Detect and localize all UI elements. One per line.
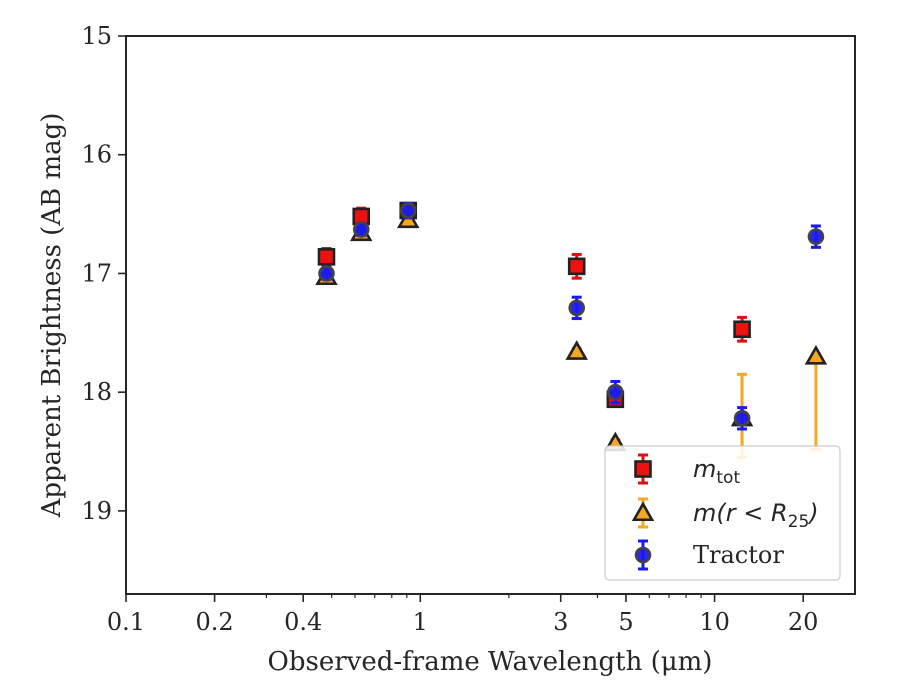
x-tick-label: 10 bbox=[699, 608, 730, 636]
mtot-point bbox=[567, 257, 586, 276]
tractor-point bbox=[318, 265, 335, 282]
mtot-point bbox=[317, 248, 336, 266]
legend-label: Tractor bbox=[693, 541, 784, 569]
y-axis: 15 16 17 18 19 bbox=[81, 22, 126, 525]
legend-entry-mtot: mtot bbox=[634, 453, 740, 488]
tractor-point bbox=[568, 299, 586, 317]
y-tick-label: 15 bbox=[81, 22, 112, 50]
x-tick-label: 3 bbox=[553, 608, 568, 636]
x-axis-label: Observed-frame Wavelength (μm) bbox=[268, 647, 713, 677]
x-tick-label: 0.4 bbox=[284, 608, 322, 636]
mr25-point bbox=[804, 344, 828, 365]
x-tick-label: 5 bbox=[618, 608, 633, 636]
x-axis: 0.1 0.2 0.4 1 3 5 10 20 bbox=[107, 594, 819, 636]
legend-label: mtot bbox=[693, 455, 740, 488]
y-tick-label: 16 bbox=[81, 141, 112, 169]
y-tick-label: 18 bbox=[81, 378, 112, 406]
tractor-point bbox=[607, 383, 624, 401]
tractor-point bbox=[352, 221, 370, 238]
legend-label: m(r < R25) bbox=[693, 499, 819, 532]
legend-entry-mr25: m(r < R25) bbox=[631, 497, 819, 532]
series-tractor bbox=[318, 201, 825, 431]
tractor-point bbox=[807, 228, 825, 245]
legend-marker bbox=[634, 546, 652, 564]
tractor-point bbox=[399, 202, 417, 219]
y-axis-label: Apparent Brightness (AB mag) bbox=[37, 113, 67, 519]
plot-frame bbox=[125, 35, 856, 595]
y-tick-label: 19 bbox=[81, 497, 112, 525]
y-tick-label: 17 bbox=[81, 259, 112, 287]
x-tick-label: 0.2 bbox=[196, 608, 234, 636]
legend-entry-tractor: Tractor bbox=[634, 539, 784, 571]
legend-box bbox=[604, 445, 841, 581]
mtot-point bbox=[733, 320, 751, 339]
mr25-point bbox=[565, 340, 588, 360]
legend-marker bbox=[631, 501, 655, 522]
legend-marker bbox=[634, 460, 652, 478]
x-tick-label: 1 bbox=[413, 608, 428, 636]
data-marks bbox=[315, 201, 828, 459]
x-tick-label: 0.1 bbox=[107, 608, 145, 636]
tractor-point bbox=[733, 409, 751, 427]
x-tick-label: 20 bbox=[788, 608, 819, 636]
legend: mtot m(r < R25) Tractor bbox=[604, 445, 841, 581]
